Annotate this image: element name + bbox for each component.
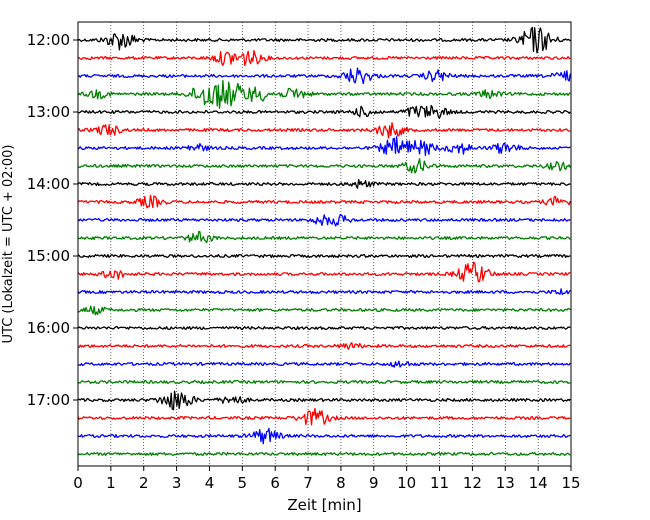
y-tick-label: 14:00 bbox=[27, 175, 70, 193]
x-tick-label: 8 bbox=[336, 474, 346, 492]
trace-1545 bbox=[77, 305, 571, 316]
trace-1415 bbox=[77, 194, 571, 209]
trace-1315 bbox=[77, 122, 571, 139]
x-tick-label: 15 bbox=[561, 474, 580, 492]
trace-1500 bbox=[77, 253, 571, 259]
y-axis-ticks: 12:00 13:00 14:00 15:00 16:00 17:00 bbox=[27, 31, 78, 409]
x-tick-label: 0 bbox=[73, 474, 83, 492]
x-axis-ticks: 0 1 2 3 4 5 6 7 8 9 10 11 12 13 14 15 bbox=[73, 466, 581, 492]
trace-1300 bbox=[77, 104, 571, 119]
x-tick-label: 12 bbox=[463, 474, 482, 492]
x-tick-label: 13 bbox=[496, 474, 515, 492]
trace-1430 bbox=[77, 213, 571, 227]
x-tick-label: 1 bbox=[106, 474, 116, 492]
trace-1245 bbox=[77, 79, 571, 109]
trace-1600 bbox=[77, 325, 571, 331]
plot-frame bbox=[77, 21, 572, 467]
trace-1730 bbox=[77, 427, 571, 445]
y-axis-label: UTC (Lokalzeit = UTC + 02:00) bbox=[1, 145, 16, 344]
trace-1230 bbox=[77, 67, 571, 85]
seismogram-traces bbox=[77, 26, 571, 457]
x-tick-label: 4 bbox=[205, 474, 215, 492]
trace-1345 bbox=[77, 158, 571, 174]
trace-1630 bbox=[77, 360, 571, 368]
trace-1745 bbox=[77, 451, 571, 457]
y-tick-label: 17:00 bbox=[27, 391, 70, 409]
trace-1530 bbox=[77, 288, 571, 296]
y-tick-label: 16:00 bbox=[27, 319, 70, 337]
x-tick-label: 14 bbox=[529, 474, 548, 492]
trace-1700 bbox=[77, 390, 571, 411]
trace-1400 bbox=[77, 179, 571, 189]
x-tick-label: 5 bbox=[238, 474, 248, 492]
trace-1645 bbox=[77, 379, 571, 385]
y-tick-label: 12:00 bbox=[27, 31, 70, 49]
x-tick-label: 6 bbox=[270, 474, 280, 492]
x-tick-label: 11 bbox=[430, 474, 449, 492]
trace-1615 bbox=[77, 342, 571, 350]
x-tick-label: 9 bbox=[369, 474, 379, 492]
x-tick-label: 3 bbox=[172, 474, 182, 492]
x-tick-label: 10 bbox=[397, 474, 416, 492]
trace-1715 bbox=[77, 407, 571, 426]
x-axis-label: Zeit [min] bbox=[287, 496, 361, 514]
y-tick-label: 13:00 bbox=[27, 103, 70, 121]
trace-1215 bbox=[77, 49, 571, 67]
trace-1330 bbox=[77, 136, 571, 156]
trace-1515 bbox=[77, 261, 571, 283]
x-tick-label: 2 bbox=[139, 474, 149, 492]
trace-1445 bbox=[77, 230, 571, 244]
vertical-gridlines bbox=[110, 22, 539, 466]
trace-1200 bbox=[77, 26, 571, 54]
y-tick-label: 15:00 bbox=[27, 247, 70, 265]
x-tick-label: 7 bbox=[303, 474, 313, 492]
